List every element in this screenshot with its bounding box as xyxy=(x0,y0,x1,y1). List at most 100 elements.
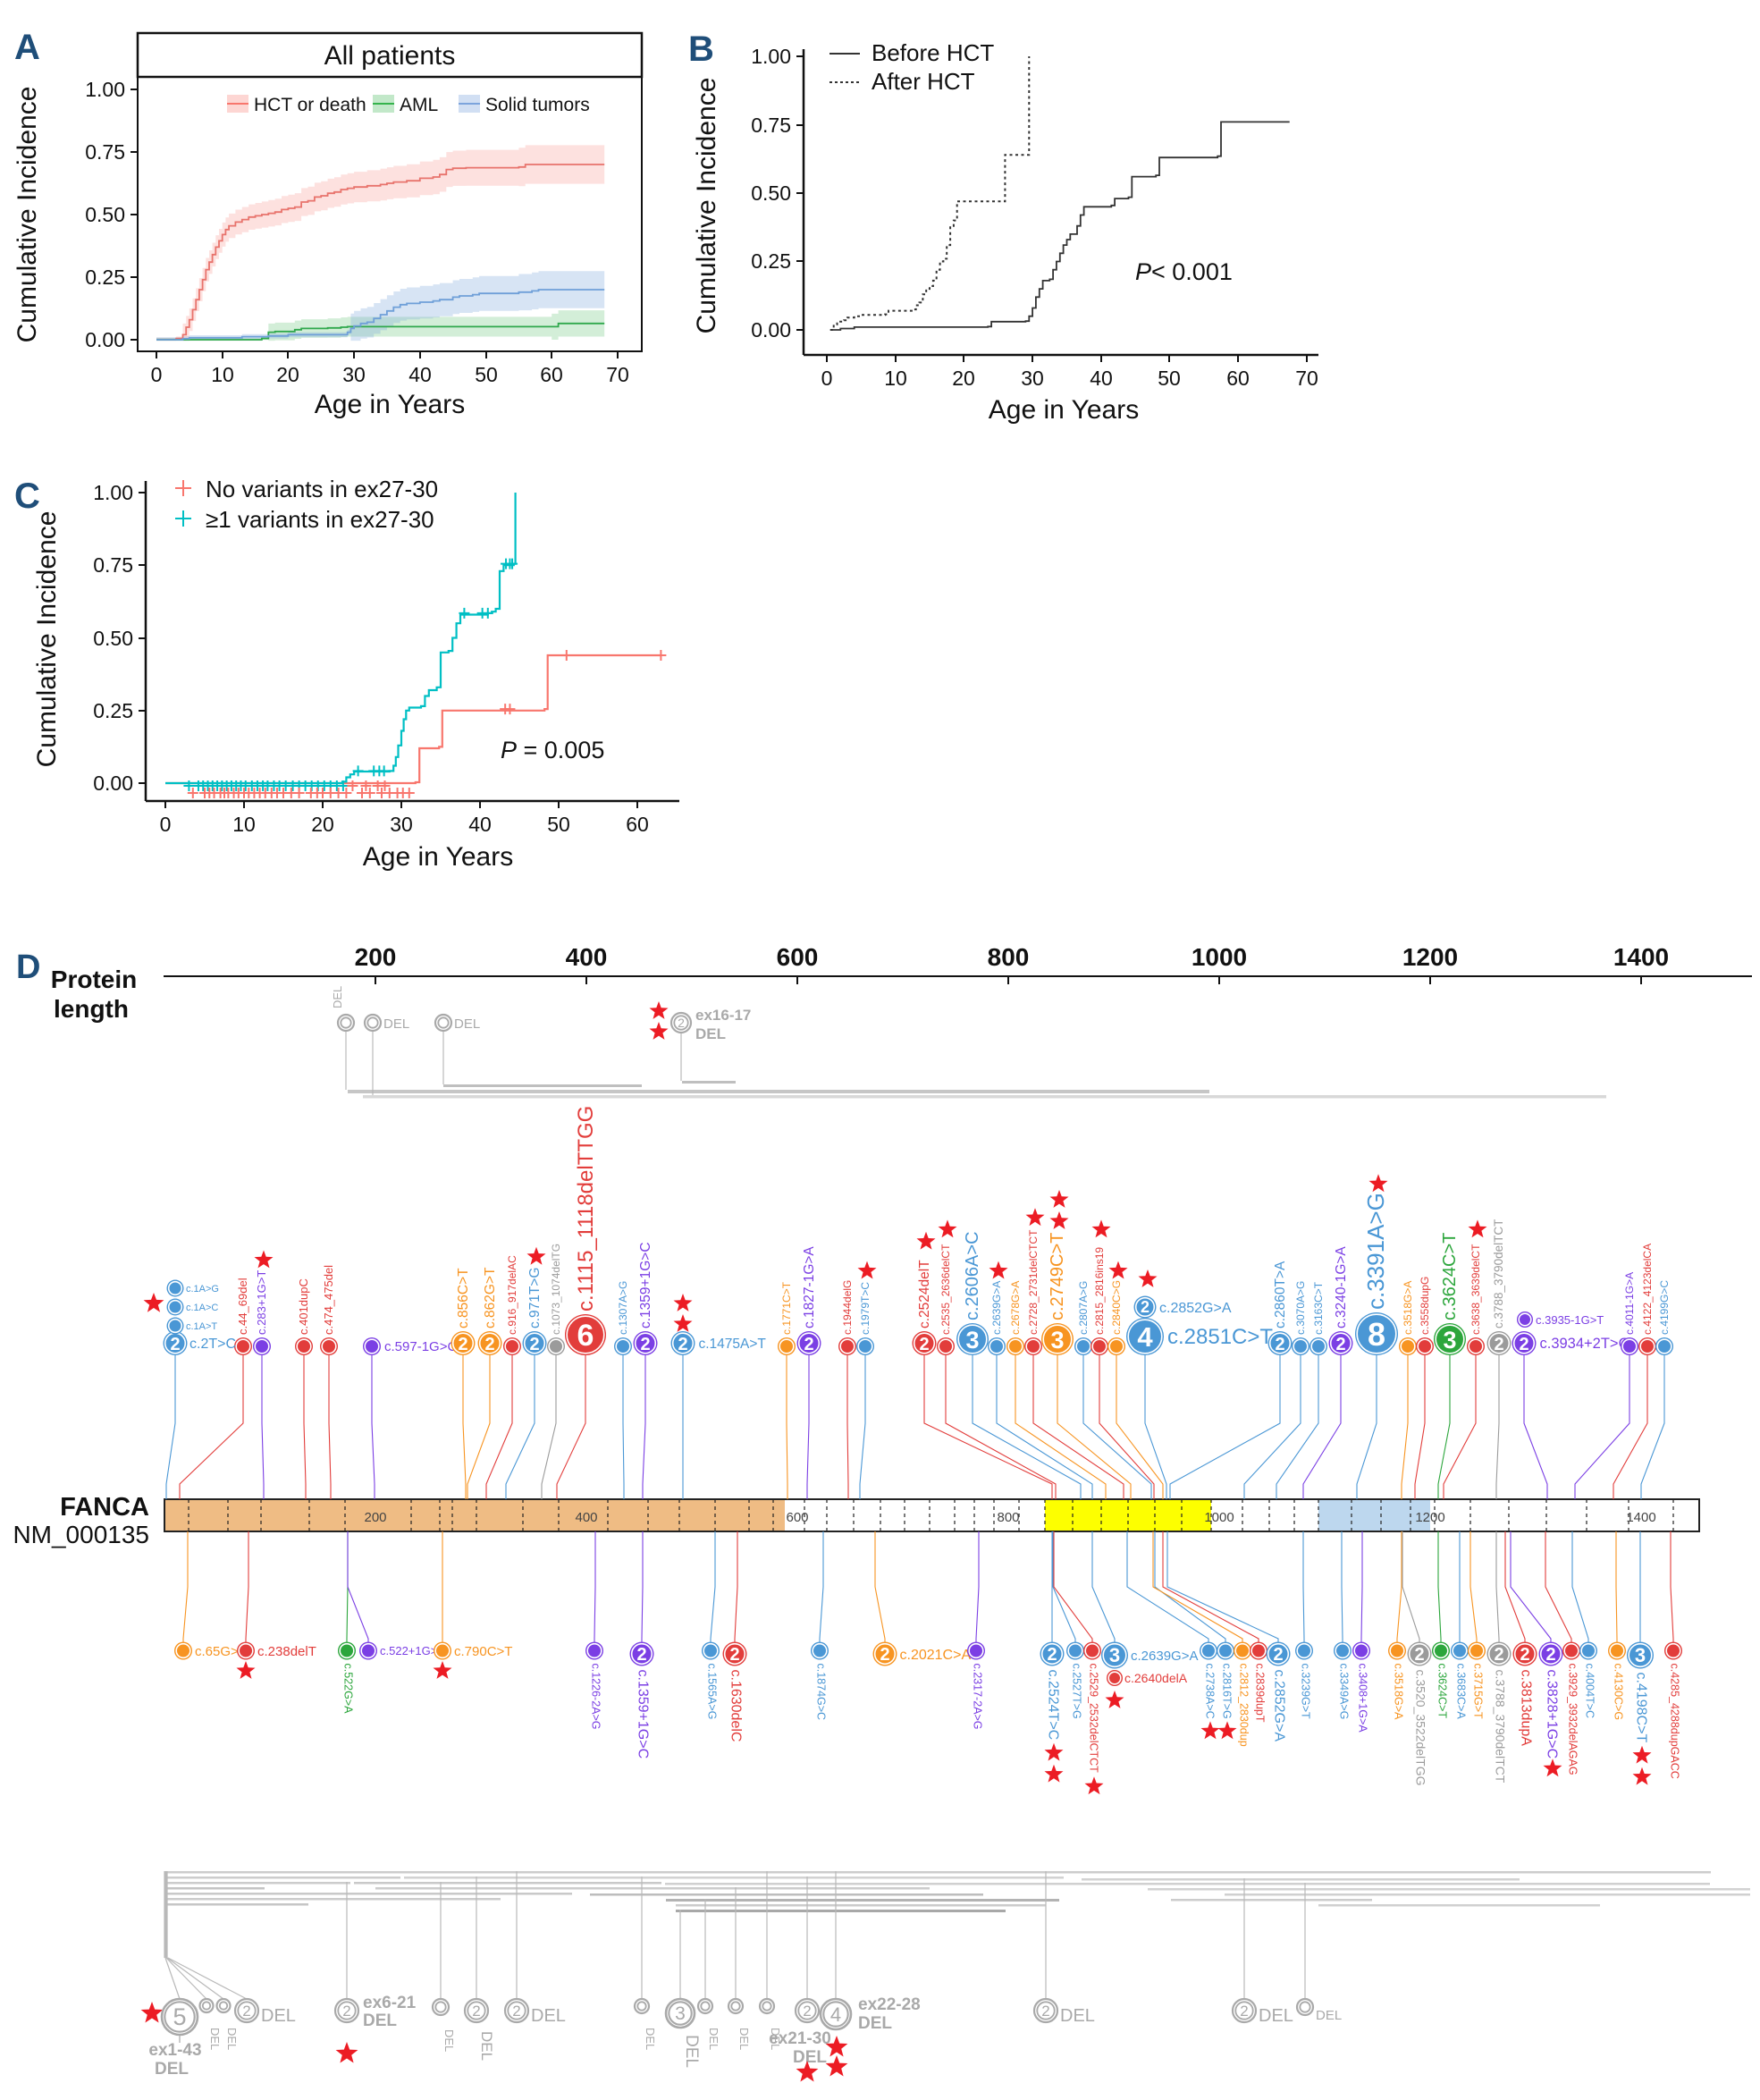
svg-text:600: 600 xyxy=(786,1510,808,1525)
svg-text:1.00: 1.00 xyxy=(85,78,125,101)
svg-text:DEL: DEL xyxy=(454,1016,480,1032)
svg-text:70: 70 xyxy=(1295,367,1318,390)
svg-text:Cumulative Incidence: Cumulative Incidence xyxy=(692,78,721,334)
svg-text:1200: 1200 xyxy=(1415,1510,1444,1525)
svg-text:4: 4 xyxy=(830,2003,841,2026)
svg-text:D: D xyxy=(16,949,40,986)
svg-text:c.1115_1118delTTGG: c.1115_1118delTTGG xyxy=(574,1106,598,1311)
svg-text:Protein: Protein xyxy=(51,966,137,993)
svg-text:DEL: DEL xyxy=(1316,2008,1342,2023)
svg-text:NM_000135: NM_000135 xyxy=(13,1521,149,1548)
svg-text:c.4122_4123delCA: c.4122_4123delCA xyxy=(1641,1244,1654,1335)
svg-text:c.474_475del: c.474_475del xyxy=(322,1265,335,1335)
svg-text:No variants in ex27-30: No variants in ex27-30 xyxy=(206,476,438,502)
svg-text:FANCA: FANCA xyxy=(60,1493,149,1522)
svg-text:c.790C>T: c.790C>T xyxy=(454,1644,512,1659)
svg-text:c.2815_2816ins19: c.2815_2816ins19 xyxy=(1093,1247,1106,1335)
svg-text:DEL: DEL xyxy=(208,2028,222,2050)
svg-text:c.2749C>T: c.2749C>T xyxy=(1048,1233,1067,1320)
svg-text:2: 2 xyxy=(1494,1335,1503,1354)
svg-text:HCT or death: HCT or death xyxy=(254,95,366,115)
svg-text:c.2678G>A: c.2678G>A xyxy=(1009,1281,1022,1335)
svg-text:0.25: 0.25 xyxy=(751,249,791,273)
svg-text:DEL: DEL xyxy=(531,2006,566,2026)
svg-text:800: 800 xyxy=(988,943,1030,971)
svg-text:0.00: 0.00 xyxy=(85,328,125,351)
svg-text:0.50: 0.50 xyxy=(85,203,125,226)
svg-text:c.1771C>T: c.1771C>T xyxy=(780,1281,793,1335)
svg-text:c.4198C>T: c.4198C>T xyxy=(1634,1673,1649,1743)
svg-text:length: length xyxy=(54,995,129,1023)
svg-text:B: B xyxy=(688,30,714,69)
svg-text:Cumulative Incidence: Cumulative Incidence xyxy=(13,87,42,343)
svg-text:c.3813dupA: c.3813dupA xyxy=(1519,1670,1534,1747)
svg-text:1000: 1000 xyxy=(1204,1510,1234,1525)
svg-text:c.522+1G>T: c.522+1G>T xyxy=(380,1644,444,1657)
svg-text:c.4285_4288dupGACC: c.4285_4288dupGACC xyxy=(1669,1664,1681,1779)
svg-text:0.25: 0.25 xyxy=(93,699,133,722)
svg-text:c.2728_2731delCTCT: c.2728_2731delCTCT xyxy=(1027,1229,1040,1335)
svg-text:30: 30 xyxy=(390,813,413,836)
svg-text:40: 40 xyxy=(1090,367,1113,390)
svg-text:c.3638_3639delCT: c.3638_3639delCT xyxy=(1469,1244,1482,1335)
svg-text:60: 60 xyxy=(1226,367,1250,390)
svg-text:c.3163C>T: c.3163C>T xyxy=(1312,1281,1325,1335)
svg-text:2: 2 xyxy=(640,1335,650,1354)
svg-text:DEL: DEL xyxy=(707,2028,720,2050)
svg-text:2: 2 xyxy=(529,1335,539,1354)
svg-text:c.1359+1G>C: c.1359+1G>C xyxy=(638,1242,653,1328)
svg-text:C: C xyxy=(14,477,40,516)
svg-text:c.283+1G>T: c.283+1G>T xyxy=(255,1270,268,1335)
svg-text:2: 2 xyxy=(170,1335,180,1354)
svg-text:DEL: DEL xyxy=(793,2048,827,2067)
svg-text:20: 20 xyxy=(276,363,299,386)
svg-text:2: 2 xyxy=(484,1335,494,1354)
svg-text:c.522G>A: c.522G>A xyxy=(342,1664,355,1715)
svg-text:c.3929_3932delAGAG: c.3929_3932delAGAG xyxy=(1567,1664,1579,1775)
svg-text:c.971T>G: c.971T>G xyxy=(527,1268,543,1329)
svg-text:DEL: DEL xyxy=(737,2028,751,2050)
svg-text:10: 10 xyxy=(232,813,256,836)
svg-text:ex6-21: ex6-21 xyxy=(363,1994,417,2012)
svg-text:DEL: DEL xyxy=(1259,2006,1293,2026)
svg-text:c.2807A>G: c.2807A>G xyxy=(1077,1281,1090,1335)
svg-text:2: 2 xyxy=(512,2003,520,2020)
svg-text:2: 2 xyxy=(1519,1335,1528,1354)
svg-text:1400: 1400 xyxy=(1626,1510,1655,1525)
svg-text:c.1475A>T: c.1475A>T xyxy=(699,1337,767,1352)
svg-text:c.3683C>A: c.3683C>A xyxy=(1455,1664,1468,1720)
svg-text:c.2524T>C: c.2524T>C xyxy=(1046,1670,1061,1741)
svg-text:DEL: DEL xyxy=(1060,2006,1095,2026)
svg-text:2: 2 xyxy=(1545,1645,1555,1665)
svg-text:2: 2 xyxy=(804,1335,813,1354)
svg-text:2: 2 xyxy=(1273,1645,1283,1665)
svg-text:DEL: DEL xyxy=(331,986,344,1008)
svg-text:c.3240-1G>A: c.3240-1G>A xyxy=(1334,1246,1349,1328)
svg-text:c.1A>C: c.1A>C xyxy=(186,1303,218,1313)
svg-text:3: 3 xyxy=(1050,1327,1064,1354)
svg-text:DEL: DEL xyxy=(682,2035,701,2068)
svg-text:3: 3 xyxy=(675,2003,686,2024)
svg-text:30: 30 xyxy=(1021,367,1044,390)
svg-text:c.1874G>C: c.1874G>C xyxy=(815,1664,828,1721)
svg-text:c.2812_2830dup: c.2812_2830dup xyxy=(1238,1664,1251,1747)
svg-text:DEL: DEL xyxy=(858,2014,892,2033)
svg-text:2: 2 xyxy=(242,2003,250,2020)
svg-text:10: 10 xyxy=(884,367,907,390)
svg-text:c.2851C>T: c.2851C>T xyxy=(1167,1325,1273,1349)
svg-text:0: 0 xyxy=(151,363,163,386)
svg-text:c.1944delG: c.1944delG xyxy=(841,1280,854,1335)
svg-text:1400: 1400 xyxy=(1613,943,1669,971)
svg-text:ex1-43: ex1-43 xyxy=(148,2041,201,2060)
svg-text:c.2639G>A: c.2639G>A xyxy=(990,1281,1003,1335)
svg-text:0.75: 0.75 xyxy=(85,140,125,164)
svg-text:c.2606A>C: c.2606A>C xyxy=(963,1231,982,1320)
svg-text:c.2317-2A>G: c.2317-2A>G xyxy=(972,1664,984,1730)
svg-text:3: 3 xyxy=(1635,1644,1646,1666)
svg-text:50: 50 xyxy=(547,813,570,836)
svg-text:c.2529_2532delCTCT: c.2529_2532delCTCT xyxy=(1088,1664,1100,1774)
svg-text:c.2860T>A: c.2860T>A xyxy=(1273,1261,1288,1328)
svg-text:c.2524delT: c.2524delT xyxy=(917,1260,932,1328)
svg-text:0.75: 0.75 xyxy=(751,114,791,137)
svg-text:c.4011-1G>A: c.4011-1G>A xyxy=(1623,1272,1636,1335)
